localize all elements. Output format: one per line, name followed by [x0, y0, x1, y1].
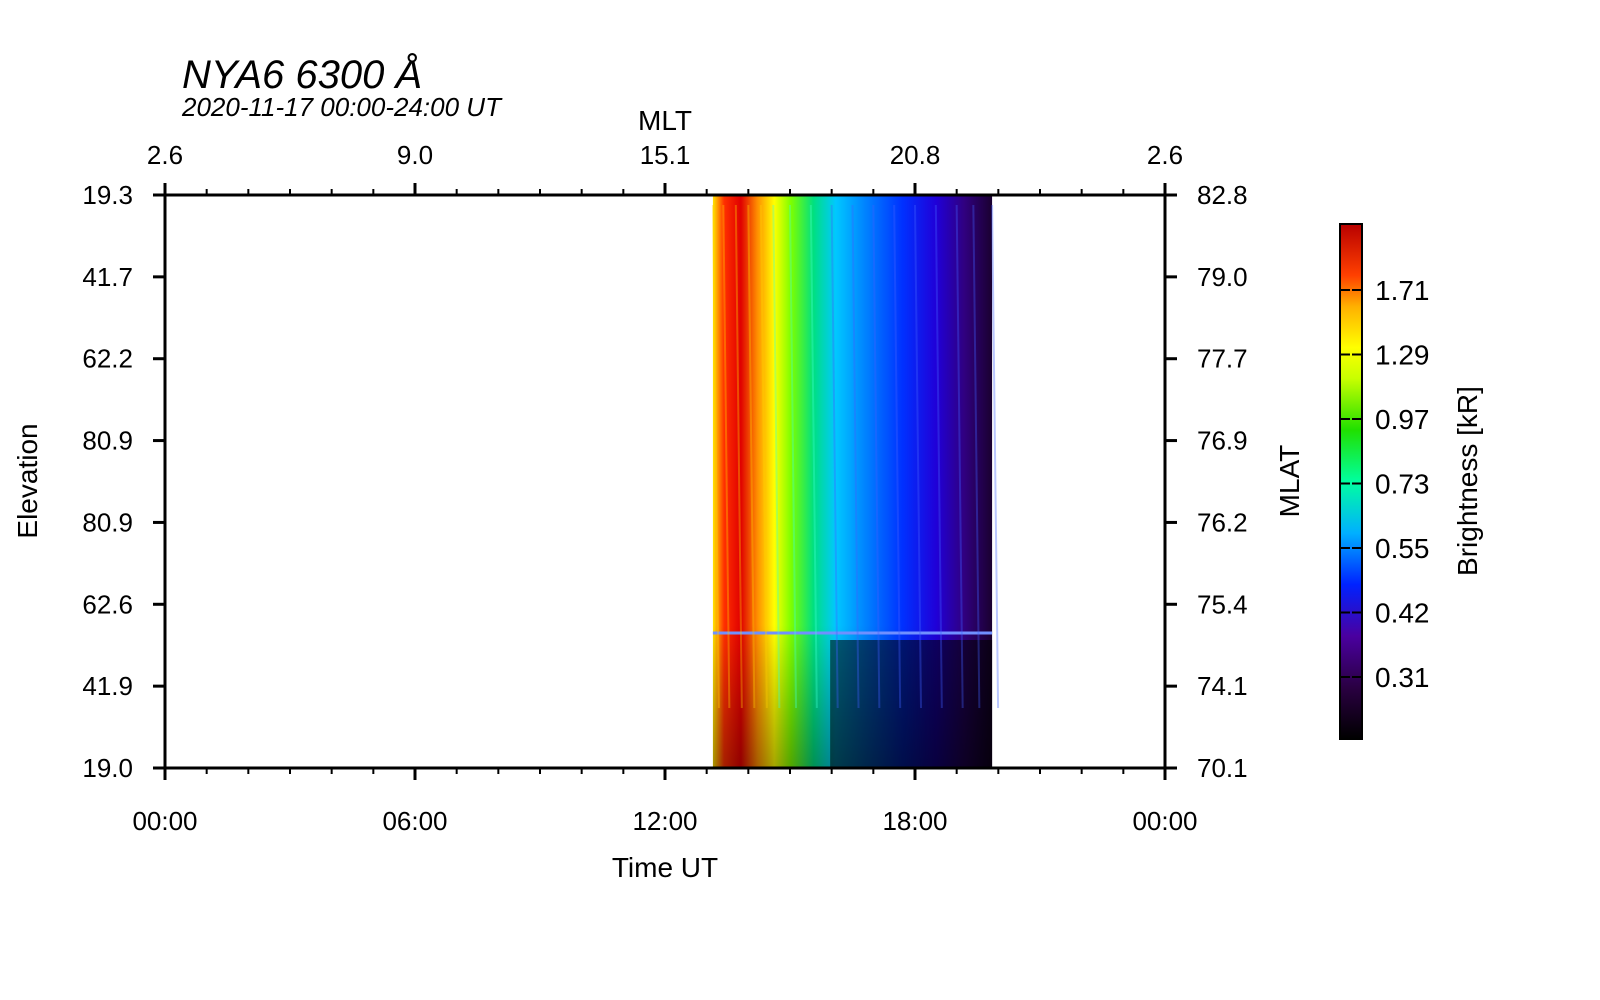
colorbar-ticks: 1.71 1.29 0.97 0.73 0.55 0.42 0.31 — [1340, 275, 1430, 693]
colorbar-tick-label: 0.42 — [1375, 598, 1430, 629]
left-tick-label: 62.2 — [82, 344, 133, 374]
left-tick-label: 19.3 — [82, 180, 133, 210]
colorbar — [1339, 223, 1363, 740]
x-tick-label: 00:00 — [132, 806, 197, 836]
colorbar-tick-label: 0.97 — [1375, 404, 1430, 435]
keogram-streak — [872, 204, 881, 709]
right-tick-label: 79.0 — [1197, 262, 1248, 292]
top-axis-label: MLT — [638, 105, 692, 136]
colorbar-tick-label: 0.31 — [1375, 662, 1430, 693]
right-axis-label: MLAT — [1274, 445, 1305, 518]
keogram-streak — [851, 204, 860, 709]
keogram-streak — [722, 204, 731, 709]
keogram-streak — [747, 204, 756, 709]
left-tick-label: 62.6 — [82, 589, 133, 619]
left-axis-label: Elevation — [12, 423, 43, 538]
right-tick-label: 75.4 — [1197, 589, 1248, 619]
colorbar-tick-label: 0.73 — [1375, 469, 1430, 500]
plot-frame — [163, 193, 1167, 770]
x-tick-label: 06:00 — [382, 806, 447, 836]
top-tick-label: 2.6 — [147, 140, 183, 170]
keogram-streak — [734, 204, 743, 709]
colorbar-tick-label: 1.71 — [1375, 275, 1430, 306]
keogram-streak — [759, 204, 768, 709]
keogram-streak — [991, 204, 1000, 709]
left-tick-label: 80.9 — [82, 507, 133, 537]
x-tick-label: 12:00 — [632, 806, 697, 836]
keogram-streak — [830, 204, 839, 709]
colorbar-tick-label: 1.29 — [1375, 340, 1430, 371]
colorbar-label: Brightness [kR] — [1452, 386, 1483, 576]
left-tick-label: 80.9 — [82, 426, 133, 456]
left-tick-label: 41.7 — [82, 262, 133, 292]
top-tick-label: 9.0 — [397, 140, 433, 170]
top-tick-label: 20.8 — [890, 140, 941, 170]
x-tick-label: 18:00 — [882, 806, 947, 836]
right-tick-label: 76.9 — [1197, 426, 1248, 456]
keogram-image — [711, 195, 1000, 768]
right-tick-label: 76.2 — [1197, 507, 1248, 537]
chart-title: NYA6 6300 Å — [182, 52, 422, 97]
keogram-streak — [934, 204, 943, 709]
left-tick-label: 19.0 — [82, 753, 133, 783]
top-tick-label: 2.6 — [1147, 140, 1183, 170]
keogram-streak — [955, 204, 964, 709]
colorbar-tick-label: 0.55 — [1375, 533, 1430, 564]
axes-group: 00:00 06:00 12:00 18:00 00:00 2.6 9.0 15.1 20.8 2… — [82, 140, 1247, 836]
x-axis-label: Time UT — [612, 852, 718, 883]
keogram-streak — [893, 204, 902, 709]
keogram-streak — [772, 204, 781, 709]
top-tick-label: 15.1 — [640, 140, 691, 170]
keogram-dark-patch — [830, 640, 993, 768]
right-tick-label: 70.1 — [1197, 753, 1248, 783]
right-tick-label: 74.1 — [1197, 671, 1248, 701]
keogram-streak — [972, 204, 981, 709]
keogram-streak — [809, 204, 818, 709]
chart-subtitle: 2020-11-17 00:00-24:00 UT — [181, 92, 503, 122]
x-tick-label: 00:00 — [1132, 806, 1197, 836]
keogram-streak — [789, 204, 797, 709]
right-tick-label: 82.8 — [1197, 180, 1248, 210]
keogram-streak — [711, 204, 720, 709]
right-tick-label: 77.7 — [1197, 344, 1248, 374]
left-tick-label: 41.9 — [82, 671, 133, 701]
keogram-streak — [914, 204, 922, 709]
